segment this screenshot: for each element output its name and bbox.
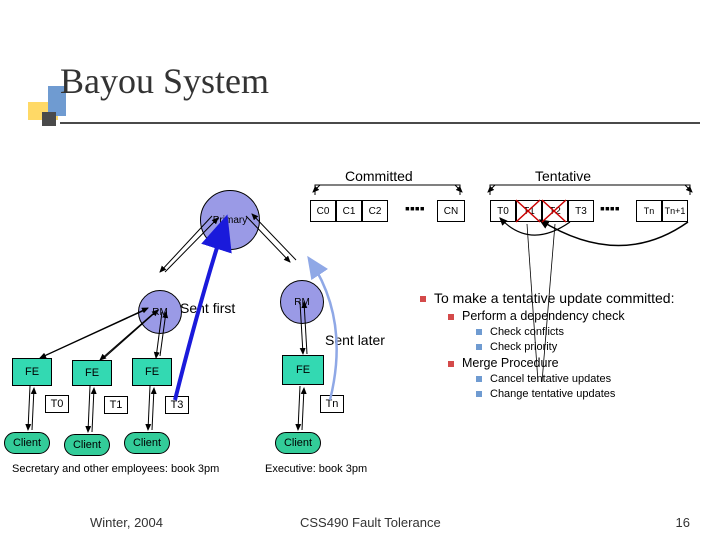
bullet-item: Check priority <box>476 341 674 353</box>
annotation-executive: Executive: book 3pm <box>265 463 367 475</box>
bullet-icon <box>448 314 454 320</box>
queue-label-tentative: Tentative <box>535 168 591 184</box>
queue-box-tn1: Tn+1 <box>662 200 688 222</box>
bullet-item: Merge Procedure <box>448 356 674 370</box>
bullet-item: Check conflicts <box>476 326 674 338</box>
queue-box-tn0: Tn <box>636 200 662 222</box>
page-title: Bayou System <box>60 60 269 102</box>
queue-box: T3 <box>568 200 594 222</box>
bullet-text: Check conflicts <box>490 326 564 338</box>
rm-node-0: RM <box>138 290 182 334</box>
annotation-secretary: Secretary and other employees: book 3pm <box>12 463 219 475</box>
queue-box: C1 <box>336 200 362 222</box>
bullet-list: To make a tentative update committed: Per… <box>420 290 674 403</box>
svg-text:▪▪▪▪: ▪▪▪▪ <box>600 200 620 216</box>
client-node-3: Client <box>275 432 321 454</box>
slide: Bayou System Primary RM RM FE FE FE FE Client Cl… <box>0 0 720 540</box>
annotation-sent_first: Sent first <box>180 300 235 316</box>
t-box-1: T1 <box>104 396 128 414</box>
queue-box: T2 <box>542 200 568 222</box>
deco-dark <box>42 112 56 126</box>
fe-node-2: FE <box>132 358 172 386</box>
t-box-2: T3 <box>165 396 189 414</box>
bullet-text: To make a tentative update committed: <box>434 290 674 306</box>
bullet-icon <box>476 344 482 350</box>
bullet-text: Change tentative updates <box>490 388 615 400</box>
title-area: Bayou System <box>60 60 269 102</box>
bullet-text: Perform a dependency check <box>462 309 625 323</box>
deco-line <box>60 122 700 124</box>
client-node-1: Client <box>64 434 110 456</box>
bullet-item: Perform a dependency check <box>448 309 674 323</box>
bullet-icon <box>448 361 454 367</box>
t-box-0: T0 <box>45 395 69 413</box>
fe-node-1: FE <box>72 360 112 386</box>
queue-box: C2 <box>362 200 388 222</box>
footer-left: Winter, 2004 <box>90 515 163 530</box>
footer-center: CSS490 Fault Tolerance <box>300 515 441 530</box>
bullet-text: Cancel tentative updates <box>490 373 611 385</box>
queue-box: T1 <box>516 200 542 222</box>
client-node-0: Client <box>4 432 50 454</box>
fe-node-0: FE <box>12 358 52 386</box>
client-node-2: Client <box>124 432 170 454</box>
bullet-icon <box>420 296 426 302</box>
bullet-icon <box>476 391 482 397</box>
queue-box: C0 <box>310 200 336 222</box>
queue-label-committed: Committed <box>345 168 413 184</box>
bullet-item: To make a tentative update committed: <box>420 290 674 306</box>
bullet-text: Merge Procedure <box>462 356 559 370</box>
rm-node-1: RM <box>280 280 324 324</box>
t-box-3: Tn <box>320 395 344 413</box>
primary-node: Primary <box>200 190 260 250</box>
bullet-icon <box>476 329 482 335</box>
fe-node-3: FE <box>282 355 324 385</box>
bullet-icon <box>476 376 482 382</box>
footer-right: 16 <box>676 515 690 530</box>
bullet-item: Change tentative updates <box>476 388 674 400</box>
svg-text:▪▪▪▪: ▪▪▪▪ <box>405 200 425 216</box>
queue-box: T0 <box>490 200 516 222</box>
bullet-item: Cancel tentative updates <box>476 373 674 385</box>
bullet-text: Check priority <box>490 341 557 353</box>
annotation-sent_later: Sent later <box>325 332 385 348</box>
queue-box-cn: CN <box>437 200 465 222</box>
